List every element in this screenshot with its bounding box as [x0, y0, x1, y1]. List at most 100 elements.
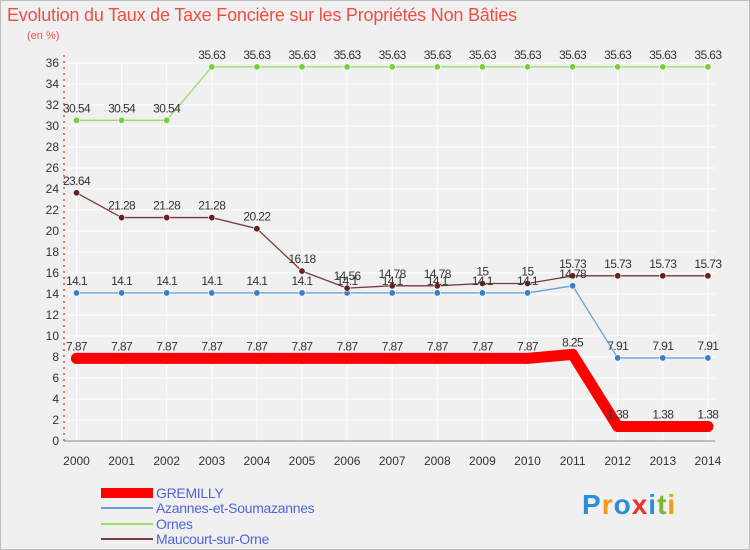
x-tick-label: 2014 — [695, 454, 722, 468]
logo-letter: P — [582, 489, 602, 520]
data-label: 1.38 — [607, 408, 629, 422]
data-point — [163, 289, 171, 297]
y-tick-label: 30 — [46, 119, 60, 133]
y-tick-label: 16 — [46, 266, 60, 280]
data-label: 14.1 — [66, 274, 88, 288]
data-point — [704, 354, 712, 362]
data-label: 35.63 — [694, 48, 722, 62]
data-point — [253, 63, 261, 71]
data-point — [298, 63, 306, 71]
data-label: 7.87 — [246, 339, 268, 353]
plot-area — [64, 53, 719, 441]
data-label: 7.91 — [697, 339, 719, 353]
legend-label: GREMILLY — [156, 484, 224, 501]
legend-swatch — [101, 538, 153, 541]
data-label: 14.1 — [201, 274, 223, 288]
legend-entry: Maucourt-sur-Orne — [101, 531, 314, 548]
data-label: 7.87 — [292, 339, 314, 353]
y-tick-label: 8 — [52, 350, 59, 364]
data-point — [478, 63, 486, 71]
legend-entry: Azannes-et-Soumazannes — [101, 500, 315, 517]
data-point — [614, 354, 622, 362]
data-point — [163, 116, 171, 124]
data-label: 35.63 — [604, 48, 632, 62]
data-point — [341, 352, 353, 364]
x-tick-label: 2004 — [244, 454, 271, 468]
data-point — [431, 352, 443, 364]
legend-label: Azannes-et-Soumazannes — [156, 500, 315, 517]
y-tick-label: 20 — [46, 224, 60, 238]
data-label: 14.1 — [427, 274, 449, 288]
data-point — [569, 272, 577, 280]
data-point — [298, 289, 306, 297]
data-label: 14.1 — [382, 274, 404, 288]
data-point — [702, 421, 714, 433]
data-point — [253, 289, 261, 297]
data-point — [523, 63, 531, 71]
data-label: 14.78 — [424, 267, 452, 281]
data-point — [73, 289, 81, 297]
data-point — [567, 348, 579, 360]
data-point — [659, 272, 667, 280]
data-point — [522, 352, 533, 364]
data-point — [659, 354, 667, 362]
logo-letter: t — [657, 489, 668, 520]
data-point — [704, 63, 712, 71]
data-label: 15.73 — [649, 257, 677, 271]
legend-swatch — [101, 522, 153, 525]
legend-swatch — [101, 507, 153, 510]
data-point — [614, 63, 622, 71]
data-point — [73, 116, 81, 124]
data-point — [298, 267, 306, 275]
data-point — [343, 284, 351, 292]
legend-label: Maucourt-sur-Orne — [156, 531, 270, 548]
data-label: 30.54 — [63, 101, 91, 115]
x-tick-label: 2001 — [108, 454, 135, 468]
data-point — [73, 189, 81, 197]
data-label: 8.25 — [562, 335, 584, 349]
data-label: 30.54 — [108, 101, 136, 115]
data-label: 35.63 — [198, 48, 226, 62]
data-label: 14.1 — [292, 274, 314, 288]
data-point — [478, 289, 486, 297]
data-label: 35.63 — [514, 48, 542, 62]
x-tick-label: 2000 — [63, 454, 90, 468]
x-tick-label: 2006 — [334, 454, 361, 468]
data-point — [343, 63, 351, 71]
data-point — [388, 63, 396, 71]
x-tick-label: 2012 — [604, 454, 631, 468]
data-point — [476, 352, 488, 364]
data-point — [118, 116, 126, 124]
data-label: 14.1 — [246, 274, 268, 288]
data-point — [296, 352, 308, 364]
data-label: 20.22 — [243, 210, 271, 224]
data-label: 7.87 — [66, 339, 88, 353]
data-point — [523, 289, 531, 297]
data-label: 15.73 — [694, 257, 722, 271]
y-unit-label: (en %) — [27, 30, 60, 42]
data-label: 7.87 — [337, 339, 359, 353]
x-tick-label: 2007 — [379, 454, 406, 468]
data-point — [386, 352, 398, 364]
data-label: 15.73 — [604, 257, 632, 271]
data-label: 14.1 — [517, 274, 539, 288]
logo-letter: i — [667, 489, 677, 520]
data-point — [569, 282, 577, 290]
y-tick-label: 2 — [52, 413, 59, 427]
data-point — [118, 214, 126, 222]
legend-label: Ornes — [156, 515, 193, 532]
data-point — [388, 289, 396, 297]
data-point — [118, 289, 126, 297]
data-point — [612, 421, 624, 433]
legend-entry: Ornes — [101, 516, 314, 532]
y-tick-label: 0 — [52, 434, 59, 448]
data-point — [657, 421, 669, 433]
chart-legend: GREMILLY Azannes-et-Soumazannes Ornes Mauco… — [101, 485, 315, 548]
data-label: 35.63 — [649, 48, 677, 62]
x-tick-label: 2011 — [560, 454, 586, 468]
x-tick-label: 2008 — [424, 454, 451, 468]
data-label: 15 — [476, 265, 489, 279]
legend-entry: GREMILLY — [101, 485, 314, 501]
data-label: 15.73 — [559, 257, 587, 271]
